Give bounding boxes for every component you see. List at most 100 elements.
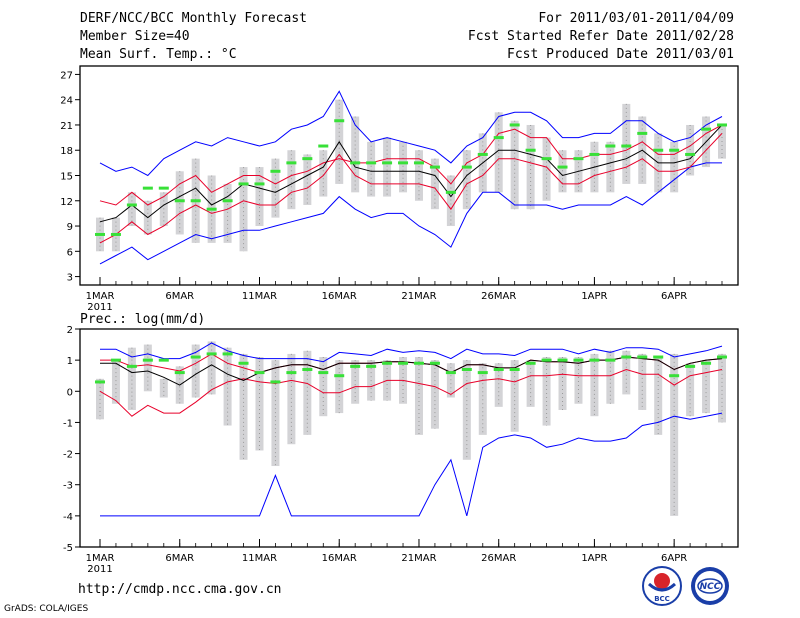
precipitation-variable-label: Prec.: log(mm/d) [80,312,205,327]
temp-ytick-label: 24 [60,96,73,107]
prec-ytick-label: 0 [67,387,73,398]
temp-median-marker [366,161,377,165]
temp-ensemble-bar [526,124,535,210]
prec-median-marker [126,364,137,368]
prec-ensemble-bar [686,363,695,417]
temp-ensemble-bar [383,137,392,197]
prec-ensemble-bar [207,341,216,395]
temp-ensemble-bar [319,150,328,197]
prec-ensemble-bar [111,360,120,404]
temperature-chart: 3 6 9 12 15 18 21 24 27 1MAR 6MAR 11MAR 16MAR 21MAR 26… [60,65,739,313]
prec-ensemble-bar [702,360,711,414]
temp-median-marker [222,199,233,203]
prec-median-marker [206,352,217,356]
temp-median-marker [541,157,552,161]
temp-ensemble-bar [255,167,264,227]
bcc-logo-text: BCC [654,595,670,603]
prec-xtick-label: 6APR [661,553,687,564]
temp-xtick-label: 16MAR [322,291,357,302]
temp-median-marker [334,119,345,123]
temp-ensemble-bar [558,150,567,193]
prec-ensemble-bar [223,347,232,426]
prec-ensemble-bar [287,353,296,445]
prec-ensemble-bar [526,360,535,407]
prec-median-marker [701,361,712,365]
prec-median-marker [557,358,568,362]
prec-ensemble-bar [574,357,583,404]
prec-median-marker [477,371,488,375]
temp-median-marker [382,161,393,165]
prec-median-marker [222,352,233,356]
temp-median-marker [174,199,185,203]
temp-median-marker [206,207,217,211]
temp-xtick-label: 6APR [661,291,687,302]
prec-ensemble-bar [446,363,455,398]
source-url[interactable]: http://cmdp.ncc.cma.gov.cn [78,582,282,597]
prec-median-marker [653,355,664,359]
prec-ytick-label: 2 [67,325,73,336]
prec-ensemble-bar [654,357,663,435]
prec-median-marker [238,361,249,365]
prec-ensemble-bar [255,357,264,451]
ncc-logo: NCC [691,567,729,605]
prec-median-marker [621,355,632,359]
temp-ensemble-bar [414,150,423,201]
temp-median-marker [573,157,584,161]
temp-median-marker [509,123,520,127]
prec-median-marker [254,371,265,375]
prec-ensemble-bar [127,347,136,410]
temp-xtick-label: 21MAR [401,291,436,302]
temp-median-marker [445,190,456,194]
temp-median-marker [126,203,137,207]
temp-median-marker [461,165,472,169]
prec-ytick-label: 1 [67,356,73,367]
prec-median-marker [509,367,520,371]
prec-ytick-label: -3 [63,481,73,492]
chart-title: DERF/NCC/BCC Monthly Forecast [80,11,307,26]
temp-median-marker [589,152,600,156]
prec-median-marker [174,371,185,375]
temp-xtick-label: 11MAR [242,291,277,302]
prec-xtick-label: 11MAR [242,553,277,564]
temp-median-marker [557,165,568,169]
prec-ensemble-bar [718,353,726,423]
temp-ensemble-bar [351,116,360,193]
forecast-produced-date: Fcst Produced Date 2011/03/01 [507,47,734,62]
prec-median-marker [110,358,121,362]
prec-median-marker [190,355,201,359]
prec-ensemble-bar [478,363,487,435]
prec-ensemble-bar [159,378,168,398]
prec-median-marker [493,367,504,371]
temp-min-line [99,162,722,265]
temp-median-marker [605,144,616,148]
temp-xtick-label: 6MAR [165,291,194,302]
prec-ytick-label: -1 [63,418,73,429]
prec-median-marker [270,380,281,384]
prec-xtick-label: 1APR [581,553,607,564]
prec-median-marker [350,364,361,368]
temp-year-label: 2011 [87,302,112,313]
prec-median-marker [95,380,105,384]
temp-ytick-label: 21 [60,121,73,132]
temp-ensemble-bar [175,171,184,235]
temp-median-marker [318,144,329,148]
temp-median-marker [302,157,313,161]
prec-ensemble-bar [622,350,631,395]
prec-median-marker [429,361,440,365]
prec-ensemble-bar [558,357,567,410]
temp-median-marker [653,148,664,152]
temp-ensemble-bar [223,183,232,243]
temp-ytick-label: 12 [60,197,73,208]
prec-median-marker [334,374,345,378]
temp-median-marker [525,148,536,152]
grads-credit: GrADS: COLA/IGES [4,604,89,614]
prec-ytick-label: -4 [63,512,73,523]
temp-ytick-label: 18 [60,146,73,157]
temp-median-marker [286,161,297,165]
temp-ytick-label: 6 [67,247,73,258]
temp-ensemble-bar [303,154,312,205]
prec-max-line [100,342,723,363]
prec-median-marker [685,364,696,368]
prec-median-marker [158,358,169,362]
prec-mean-line [100,356,723,386]
